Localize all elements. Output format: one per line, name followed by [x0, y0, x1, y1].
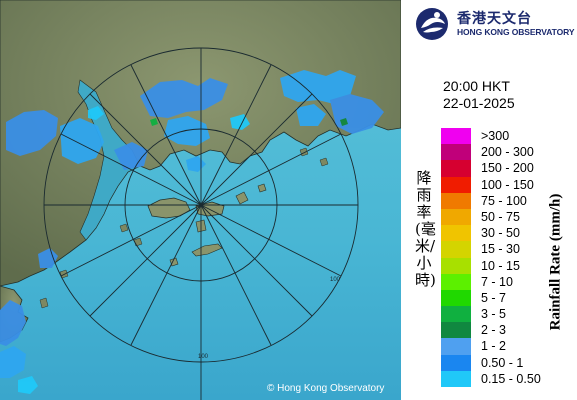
rain-echoes: [0, 70, 384, 394]
timestamp-time: 20:00 HKT: [443, 78, 510, 94]
legend-swatch: [441, 208, 471, 226]
range-rings: [43, 47, 359, 400]
legend-label: 0.50 - 1: [481, 355, 524, 370]
hko-emblem-icon: [416, 8, 448, 40]
hong-kong-island: [195, 201, 225, 217]
legend-label: 100 - 150: [481, 177, 534, 192]
legend-labels: >300 200 - 300 150 - 200 100 - 150 75 - 100 5…: [481, 128, 541, 387]
legend-swatch: [441, 192, 471, 209]
info-panel: 香港天文台 HONG KONG OBSERVATORY 20:00 HKT 22…: [401, 0, 577, 400]
legend-label: 75 - 100: [481, 193, 527, 208]
legend-label: 50 - 75: [481, 209, 520, 224]
legend-label: 150 - 200: [481, 161, 534, 176]
legend-swatch: [441, 128, 471, 145]
legend-label: 7 - 10: [481, 274, 513, 289]
legend-swatch: [441, 225, 471, 242]
legend-swatch: [441, 273, 471, 290]
legend-swatch: [441, 257, 471, 274]
range-ring-label-south: 100: [198, 354, 209, 360]
legend-swatch: [441, 306, 471, 323]
brand-name-en: HONG KONG OBSERVATORY: [457, 27, 575, 37]
legend-swatch: [441, 160, 471, 177]
legend-swatches: [441, 128, 471, 387]
coastal-islets: [39, 147, 329, 309]
legend-swatch: [441, 241, 471, 258]
legend-swatch: [441, 176, 471, 193]
legend-label: 15 - 30: [481, 242, 520, 257]
legend-label: 5 - 7: [481, 290, 507, 305]
hko-logo: 香港天文台 HONG KONG OBSERVATORY: [413, 6, 575, 42]
legend-label: 10 - 15: [481, 258, 520, 273]
legend-label: 0.15 - 0.50: [481, 371, 541, 386]
legend-label: 3 - 5: [481, 307, 507, 322]
legend-label: 30 - 50: [481, 226, 520, 241]
brand-name-zh: 香港天文台: [457, 11, 532, 27]
legend-label: >300: [481, 129, 510, 143]
legend-swatch: [441, 144, 471, 161]
legend-swatch: [441, 289, 471, 307]
legend-swatch: [441, 354, 471, 371]
lantau-island: [147, 197, 191, 219]
copyright-text: © Hong Kong Observatory: [267, 383, 385, 394]
radar-map-canvas: 100 100: [0, 0, 401, 400]
timestamp-date: 22-01-2025: [443, 95, 515, 111]
legend-label: 1 - 2: [481, 339, 507, 354]
legend-label: 200 - 300: [481, 145, 534, 160]
legend-title-en: Rainfall Rate (mm/h): [547, 193, 564, 331]
legend-swatch: [441, 338, 471, 355]
legend-swatch: [441, 322, 471, 339]
radar-map: 100 100 © Hong Kong Observatory: [0, 0, 401, 400]
legend-label: 2 - 3: [481, 323, 507, 338]
range-ring-label-east: 100: [330, 277, 341, 283]
legend-swatch: [441, 370, 471, 387]
legend-title-zh: 降雨率(毫米/小時): [415, 169, 436, 289]
